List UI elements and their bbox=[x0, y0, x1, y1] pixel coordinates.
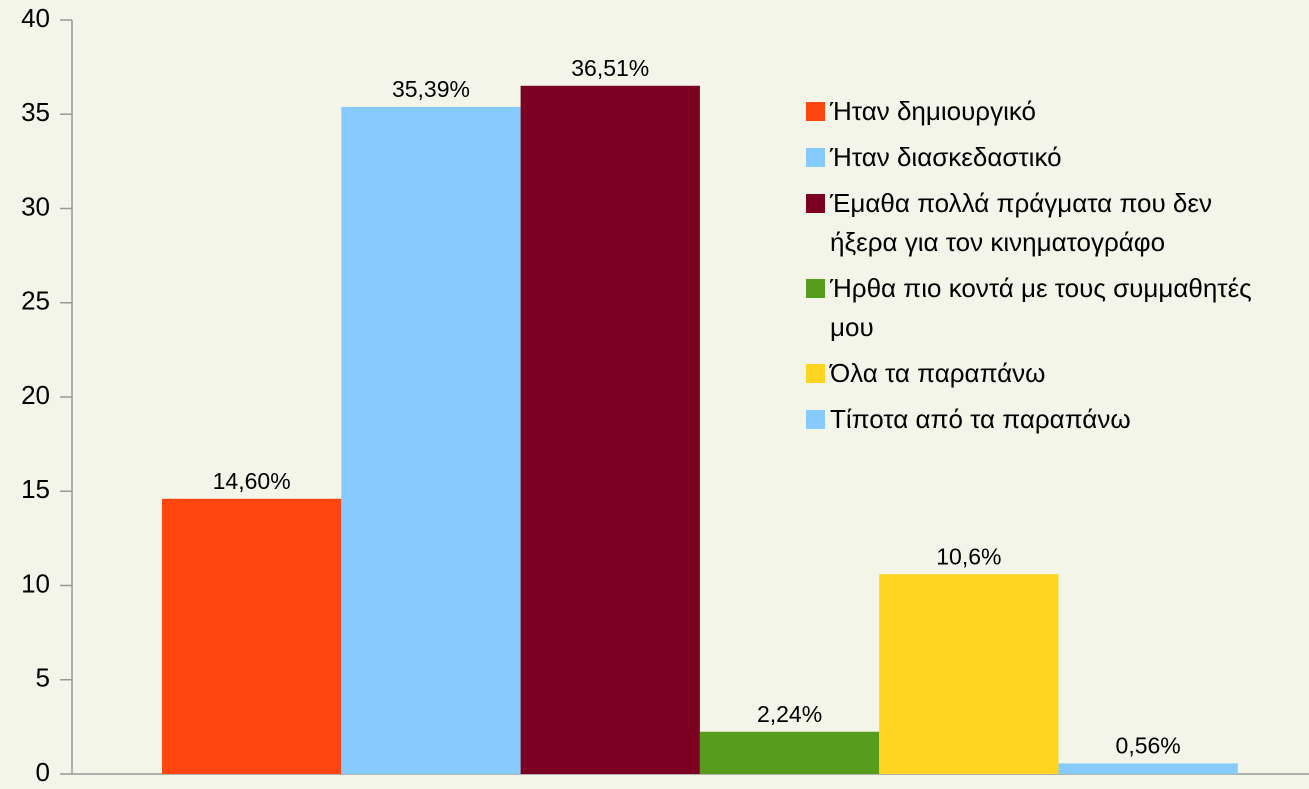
legend-label: Όλα τα παραπάνω bbox=[830, 358, 1046, 388]
legend-label: Ήταν διασκεδαστικό bbox=[830, 142, 1062, 172]
bar bbox=[879, 574, 1059, 774]
data-label: 14,60% bbox=[213, 468, 291, 494]
legend-item: Ήταν δημιουργικό bbox=[806, 92, 1286, 131]
data-label: 36,51% bbox=[571, 55, 649, 81]
y-tick-label: 15 bbox=[21, 474, 50, 504]
legend: Ήταν δημιουργικό Ήταν διασκεδαστικό Έμαθα … bbox=[806, 92, 1286, 446]
y-tick-label: 10 bbox=[21, 568, 50, 598]
data-label: 0,56% bbox=[1116, 733, 1181, 759]
legend-swatch bbox=[806, 410, 825, 429]
legend-label: Ήταν δημιουργικό bbox=[830, 96, 1037, 126]
legend-label: Τίποτα από τα παραπάνω bbox=[830, 404, 1131, 434]
y-tick-label: 5 bbox=[36, 663, 50, 693]
legend-item: Έμαθα πολλά πράγματα που δεν ήξερα για τ… bbox=[806, 184, 1286, 262]
data-label: 35,39% bbox=[392, 76, 470, 102]
legend-item: Ήρθα πιο κοντά με τους συμμαθητές μου bbox=[806, 269, 1286, 347]
bar bbox=[162, 498, 342, 774]
legend-item: Τίποτα από τα παραπάνω bbox=[806, 400, 1286, 439]
bar bbox=[699, 731, 880, 774]
legend-swatch bbox=[806, 102, 825, 121]
y-tick-label: 20 bbox=[21, 380, 50, 410]
legend-label: Ήρθα πιο κοντά με τους συμμαθητές μου bbox=[830, 273, 1252, 342]
legend-label: Έμαθα πολλά πράγματα που δεν ήξερα για τ… bbox=[830, 188, 1212, 257]
data-label: 10,6% bbox=[936, 543, 1001, 569]
y-tick-label: 35 bbox=[21, 97, 50, 127]
legend-item: Όλα τα παραπάνω bbox=[806, 354, 1286, 393]
y-tick-label: 30 bbox=[21, 191, 50, 221]
y-tick-label: 0 bbox=[36, 757, 50, 787]
data-label: 2,24% bbox=[757, 701, 822, 727]
legend-swatch bbox=[806, 148, 825, 167]
y-tick-label: 25 bbox=[21, 286, 50, 316]
legend-item: Ήταν διασκεδαστικό bbox=[806, 138, 1286, 177]
bar bbox=[1058, 763, 1238, 774]
legend-swatch bbox=[806, 194, 825, 213]
bar bbox=[520, 85, 700, 774]
legend-swatch bbox=[806, 279, 825, 298]
bar bbox=[341, 106, 521, 774]
y-tick-label: 40 bbox=[21, 3, 50, 33]
legend-swatch bbox=[806, 364, 825, 383]
